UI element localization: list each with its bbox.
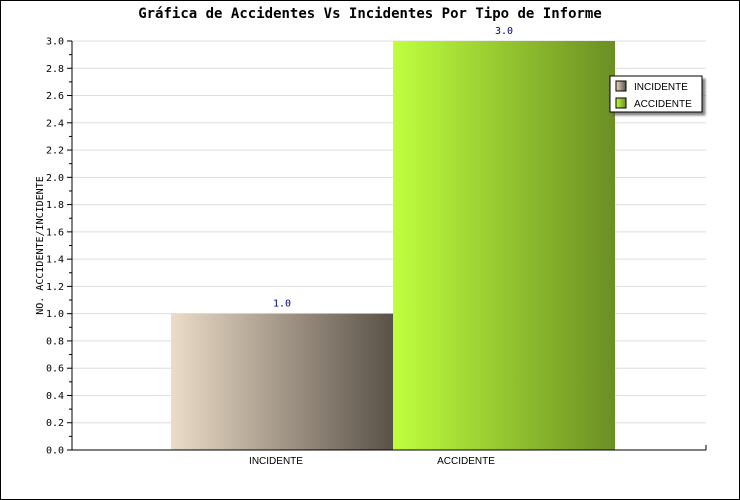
y-tick-label: 2.2 (46, 146, 64, 157)
y-tick-label: 2.6 (46, 91, 64, 102)
y-tick-label: 1.4 (46, 255, 64, 266)
bar-accidente (393, 41, 615, 450)
y-tick-label: 1.8 (46, 200, 64, 211)
y-tick-label: 2.4 (46, 118, 64, 129)
labels-group: 0.0 0.2 0.4 0.6 0.8 1.0 1.2 1.4 1.6 1.8 2.0 2.2 2.4 2… (35, 26, 513, 467)
y-tick-label: 0.4 (46, 391, 64, 402)
value-label: 1.0 (273, 299, 291, 310)
bars-group (171, 41, 615, 450)
y-tick-label: 3.0 (46, 37, 64, 48)
y-tick-label: 2.0 (46, 173, 64, 184)
y-tick-label: 0.8 (46, 336, 64, 347)
axes-group (67, 40, 707, 451)
x-tick-label: ACCIDENTE (437, 456, 495, 467)
legend: INCIDENTE ACCIDENTE (609, 75, 703, 113)
bar-incidente (171, 313, 393, 450)
legend-swatch (615, 97, 627, 109)
y-tick-label: 0.2 (46, 418, 64, 429)
y-axis-label: NO. ACCIDENTE/INCIDENTE (35, 176, 46, 314)
x-tick-label: INCIDENTE (249, 456, 303, 467)
legend-label: ACCIDENTE (634, 99, 692, 110)
y-tick-label: 0.6 (46, 364, 64, 375)
y-tick-label: 0.0 (46, 446, 64, 457)
y-tick-label: 1.6 (46, 227, 64, 238)
legend-label: INCIDENTE (634, 82, 688, 93)
legend-swatch (615, 80, 627, 92)
chart-title: Gráfica de Accidentes Vs Incidentes Por … (138, 6, 602, 22)
y-tick-label: 1.2 (46, 282, 64, 293)
y-tick-label: 1.0 (46, 309, 64, 320)
y-tick-label: 2.8 (46, 64, 64, 75)
value-label: 3.0 (495, 26, 513, 37)
